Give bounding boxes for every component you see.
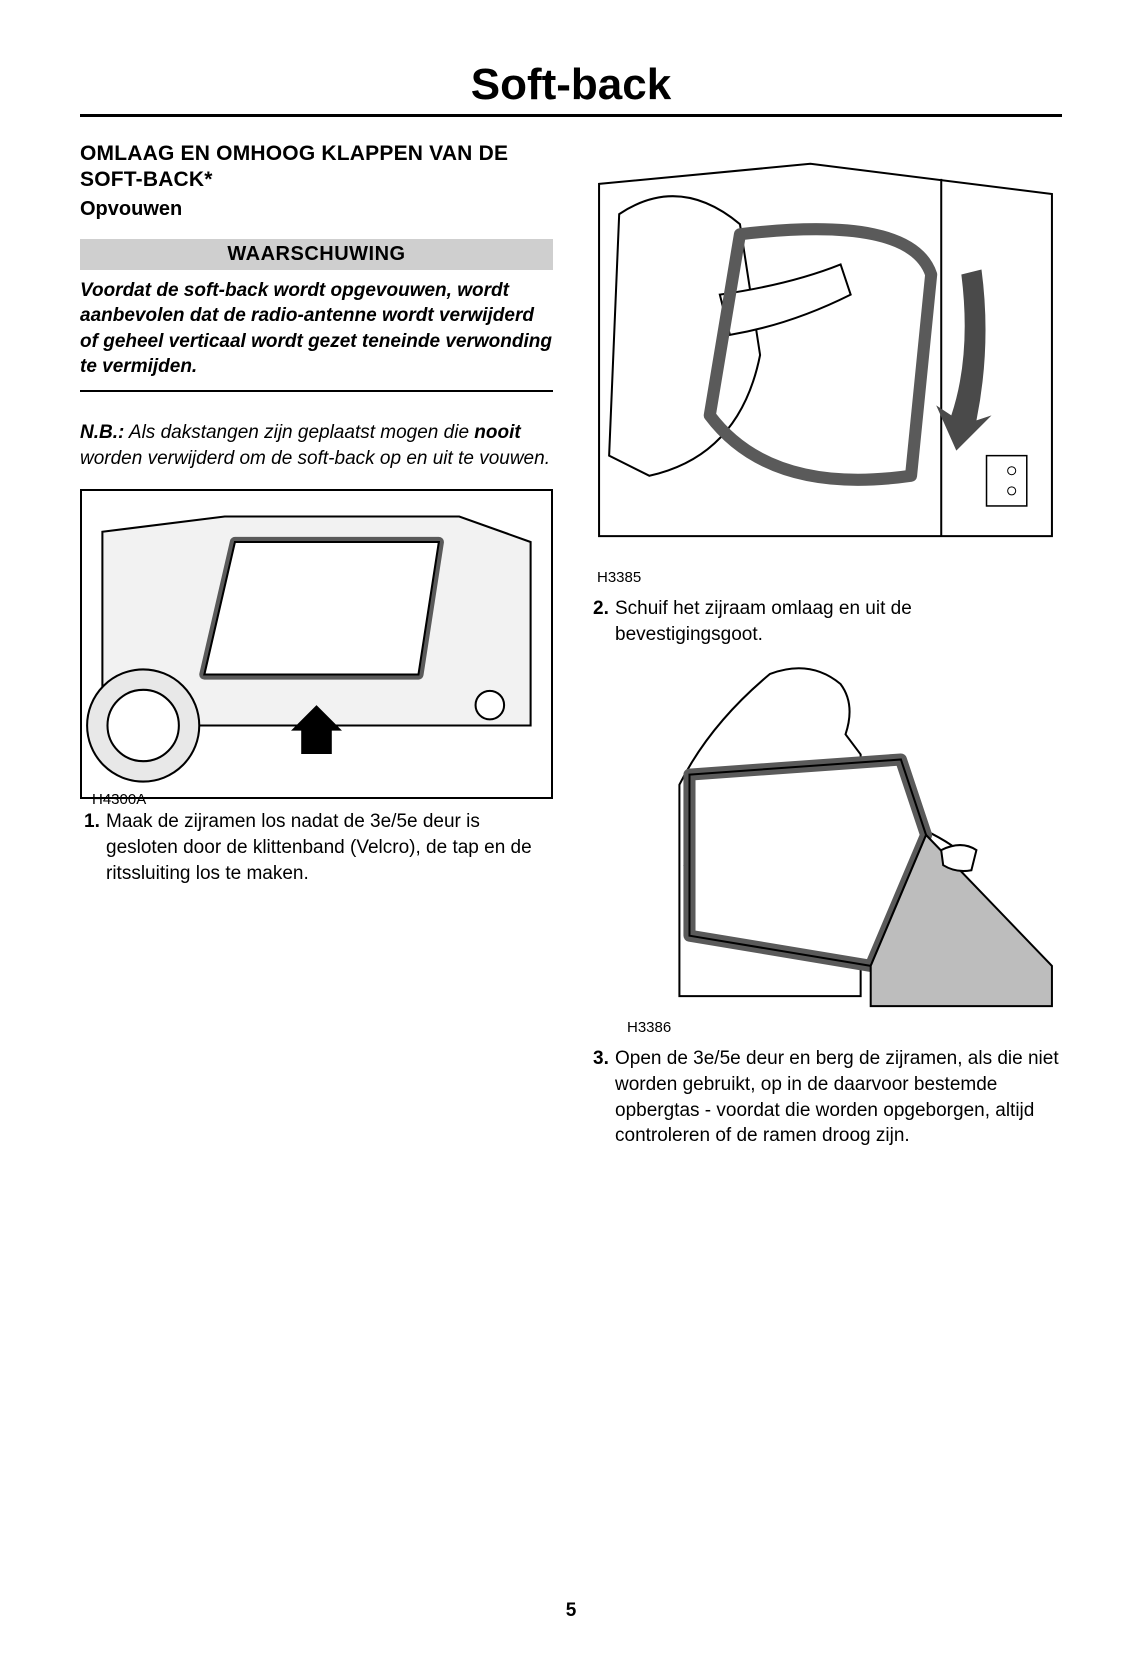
note-bold: nooit: [474, 422, 520, 443]
slide-window-illustration: [589, 145, 1062, 565]
vehicle-softback-illustration: [82, 491, 551, 787]
list-item: 3. Open de 3e/5e deur en berg de zijrame…: [589, 1046, 1062, 1149]
step-list-right-1: 2. Schuif het zijraam omlaag en uit de b…: [589, 596, 1062, 647]
figure-h3386: [619, 655, 1062, 1015]
section-subheading: Opvouwen: [80, 198, 553, 221]
left-column: OMLAAG EN OMHOOG KLAPPEN VAN DE SOFT-BAC…: [80, 141, 553, 1155]
note-tail: worden verwijderd om de soft-back op en …: [80, 448, 550, 469]
figure-h3385: [589, 145, 1062, 565]
step-list-right-2: 3. Open de 3e/5e deur en berg de zijrame…: [589, 1046, 1062, 1149]
page-number: 5: [0, 1600, 1142, 1622]
warning-box: WAARSCHUWING Voordat de soft-back wordt …: [80, 239, 553, 393]
title-rule: Soft-back: [80, 60, 1062, 117]
step-list-left: 1. Maak de zijramen los nadat de 3e/5e d…: [80, 809, 553, 886]
warning-body: Voordat de soft-back wordt opgevouwen, w…: [80, 270, 553, 393]
right-column: H3385 2. Schuif het zijraam omlaag en ui…: [589, 141, 1062, 1155]
manual-page: Soft-back OMLAAG EN OMHOOG KLAPPEN VAN D…: [0, 0, 1142, 1654]
note-lead: Als dakstangen zijn geplaatst mogen die: [124, 422, 474, 443]
list-item: 2. Schuif het zijraam omlaag en uit de b…: [589, 596, 1062, 647]
step-number: 3.: [589, 1046, 615, 1149]
step-number: 2.: [589, 596, 615, 647]
list-item: 1. Maak de zijramen los nadat de 3e/5e d…: [80, 809, 553, 886]
step-text: Schuif het zijraam omlaag en uit de beve…: [615, 596, 1062, 647]
figure-caption: H3386: [619, 1015, 1062, 1036]
step-text: Maak de zijramen los nadat de 3e/5e deur…: [106, 809, 553, 886]
figure-illustration: [82, 491, 551, 787]
hold-window-illustration: [619, 655, 1062, 1015]
figure-illustration: [589, 145, 1062, 565]
page-title: Soft-back: [80, 60, 1062, 110]
figure-h4300a: H4300A: [80, 489, 553, 799]
figure-caption: H3385: [589, 565, 1062, 586]
two-column-layout: OMLAAG EN OMHOOG KLAPPEN VAN DE SOFT-BAC…: [80, 141, 1062, 1155]
warning-label: WAARSCHUWING: [80, 239, 553, 270]
figure-illustration: [619, 655, 1062, 1015]
step-text: Open de 3e/5e deur en berg de zijramen, …: [615, 1046, 1062, 1149]
note-paragraph: N.B.: Als dakstangen zijn geplaatst moge…: [80, 420, 553, 471]
figure-caption: H4300A: [82, 787, 551, 814]
step-number: 1.: [80, 809, 106, 886]
section-heading: OMLAAG EN OMHOOG KLAPPEN VAN DE SOFT-BAC…: [80, 141, 553, 194]
note-label: N.B.:: [80, 422, 124, 443]
